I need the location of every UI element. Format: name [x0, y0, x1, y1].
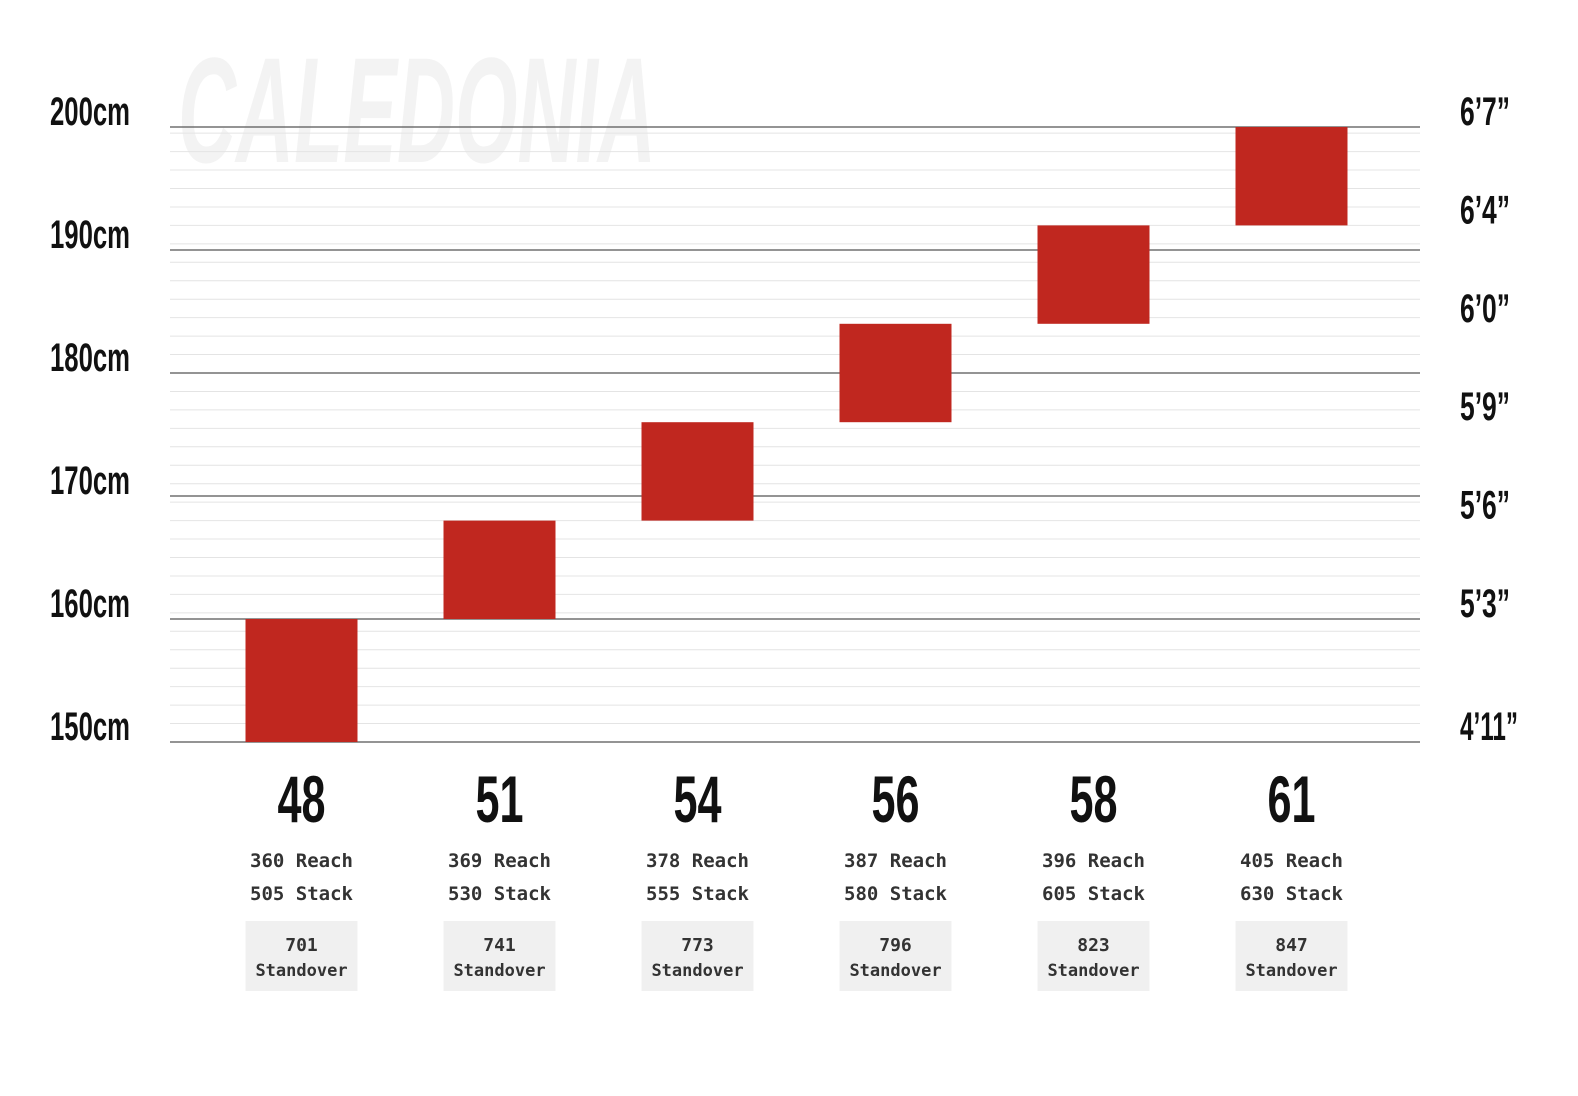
standover-label: Standover	[453, 961, 545, 981]
stack-value: 505 Stack	[250, 883, 354, 905]
reach-value: 369 Reach	[448, 850, 551, 872]
reach-value: 405 Reach	[1240, 850, 1343, 872]
left-tick-label: 150cm	[50, 705, 130, 749]
stack-value: 555 Stack	[646, 883, 750, 905]
reach-value: 396 Reach	[1042, 850, 1145, 872]
left-tick-label: 160cm	[50, 582, 130, 626]
standover-label: Standover	[255, 961, 347, 981]
right-tick-label: 5’3”	[1460, 582, 1510, 626]
size-range-bar	[641, 422, 754, 521]
right-tick-label: 5’9”	[1460, 385, 1510, 429]
size-range-bar	[245, 619, 358, 742]
standover-box	[839, 921, 952, 991]
standover-value: 823	[1077, 935, 1110, 956]
size-range-bar	[443, 520, 556, 619]
left-tick-label: 200cm	[50, 90, 130, 134]
standover-box	[1037, 921, 1150, 991]
size-range-bar	[1037, 225, 1150, 324]
size-column: 58 396 Reach 605 Stack 823 Standover	[1037, 762, 1150, 991]
standover-box	[641, 921, 754, 991]
reach-value: 378 Reach	[646, 850, 749, 872]
right-tick-label: 4’11”	[1460, 705, 1518, 749]
left-axis-cm: 200cm 190cm 180cm 170cm 160cm 150cm	[50, 90, 130, 749]
frame-size-label: 54	[674, 762, 722, 836]
right-tick-label: 6’4”	[1460, 188, 1510, 232]
standover-value: 701	[285, 935, 318, 956]
reach-value: 387 Reach	[844, 850, 947, 872]
frame-size-label: 56	[872, 762, 920, 836]
right-tick-label: 5’6”	[1460, 484, 1510, 528]
right-tick-label: 6’0”	[1460, 287, 1510, 331]
size-column: 61 405 Reach 630 Stack 847 Standover	[1235, 762, 1348, 991]
size-info-columns: 48 360 Reach 505 Stack 701 Standover 51 369 Re…	[245, 762, 1348, 991]
major-gridlines	[170, 126, 1420, 743]
left-tick-label: 170cm	[50, 459, 130, 503]
standover-label: Standover	[849, 961, 941, 981]
size-range-bar	[1235, 127, 1348, 226]
standover-label: Standover	[1245, 961, 1337, 981]
left-tick-label: 180cm	[50, 336, 130, 380]
standover-value: 773	[681, 935, 714, 956]
size-column: 48 360 Reach 505 Stack 701 Standover	[245, 762, 358, 991]
minor-gridlines	[170, 132, 1420, 725]
right-axis-feet: 6’7” 6’4” 6’0” 5’9” 5’6” 5’3” 4’11”	[1460, 90, 1518, 749]
stack-value: 580 Stack	[844, 883, 948, 905]
stack-value: 530 Stack	[448, 883, 552, 905]
frame-size-label: 61	[1268, 762, 1316, 836]
standover-box	[1235, 921, 1348, 991]
standover-label: Standover	[1047, 961, 1139, 981]
left-tick-label: 190cm	[50, 213, 130, 257]
reach-value: 360 Reach	[250, 850, 353, 872]
standover-box	[443, 921, 556, 991]
standover-value: 847	[1275, 935, 1308, 956]
size-column: 56 387 Reach 580 Stack 796 Standover	[839, 762, 952, 991]
size-bars	[245, 127, 1348, 742]
frame-size-label: 58	[1070, 762, 1118, 836]
brand-watermark: CALEDONIA	[178, 26, 656, 194]
standover-value: 796	[879, 935, 912, 956]
standover-value: 741	[483, 935, 516, 956]
stack-value: 630 Stack	[1240, 883, 1344, 905]
frame-size-label: 48	[278, 762, 326, 836]
stack-value: 605 Stack	[1042, 883, 1146, 905]
size-column: 54 378 Reach 555 Stack 773 Standover	[641, 762, 754, 991]
right-tick-label: 6’7”	[1460, 90, 1510, 134]
standover-box	[245, 921, 358, 991]
standover-label: Standover	[651, 961, 743, 981]
frame-size-label: 51	[476, 762, 524, 836]
size-column: 51 369 Reach 530 Stack 741 Standover	[443, 762, 556, 991]
size-range-bar	[839, 323, 952, 423]
